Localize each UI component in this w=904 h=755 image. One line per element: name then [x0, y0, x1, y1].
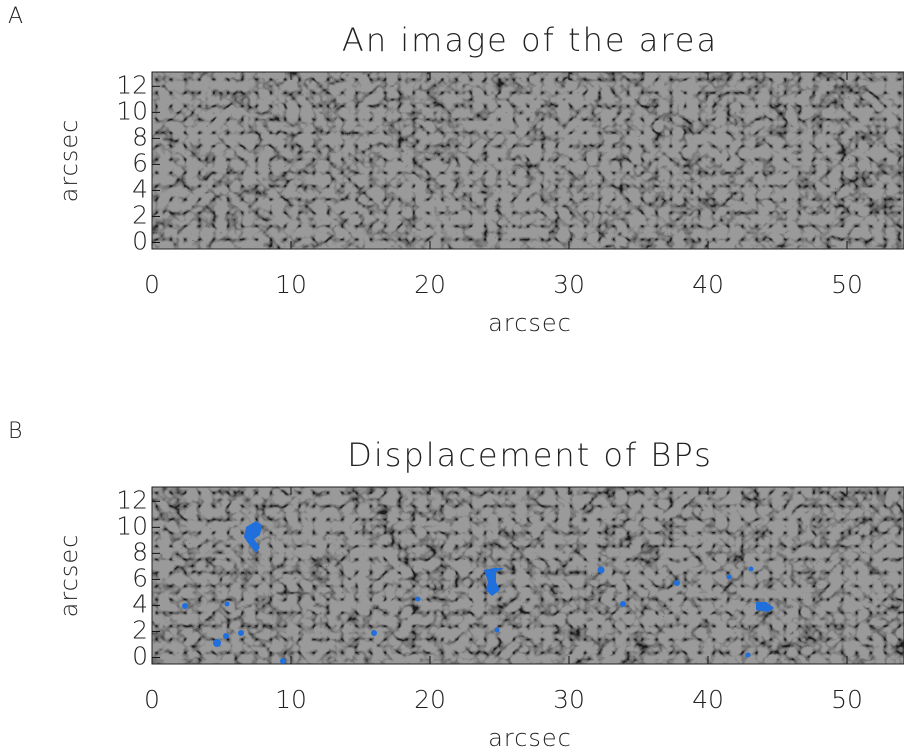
- x-tick-label: 0: [144, 270, 160, 299]
- bp-marker: [280, 658, 286, 664]
- bp-marker: [244, 521, 262, 553]
- granulation-image: [152, 72, 904, 249]
- granulation-image: [152, 487, 904, 664]
- axes-frame: [151, 486, 904, 665]
- x-tick-label: 50: [831, 685, 863, 714]
- y-tick-label: 6: [132, 148, 148, 177]
- y-tick-label: 0: [132, 226, 148, 255]
- y-tick-label: 0: [132, 641, 148, 670]
- bp-marker: [238, 630, 244, 636]
- x-tick-label: 50: [831, 270, 863, 299]
- x-tick-label: 10: [275, 270, 307, 299]
- x-tick-label: 10: [275, 685, 307, 714]
- bp-marker: [213, 639, 221, 647]
- bp-marker: [182, 603, 188, 609]
- y-tick-label: 10: [116, 511, 148, 540]
- bp-marker: [620, 601, 626, 607]
- bp-marker: [674, 580, 680, 586]
- y-tick-label: 2: [132, 615, 148, 644]
- x-axis-label: arcsec: [488, 724, 572, 752]
- bp-marker: [224, 601, 230, 607]
- y-tick-label: 12: [116, 485, 148, 514]
- x-tick-label: 20: [414, 685, 446, 714]
- bp-marker: [748, 566, 754, 572]
- x-tick-label: 20: [414, 270, 446, 299]
- y-tick-label: 10: [116, 96, 148, 125]
- y-axis-label: arcsec: [55, 119, 83, 203]
- axes-frame: [151, 71, 904, 250]
- y-tick-label: 8: [132, 537, 148, 566]
- bp-marker: [756, 602, 774, 612]
- bp-marker: [371, 630, 377, 636]
- x-tick-label: 30: [553, 685, 585, 714]
- y-axis-label: arcsec: [55, 534, 83, 618]
- y-tick-label: 6: [132, 563, 148, 592]
- x-tick-label: 30: [553, 270, 585, 299]
- y-tick-label: 8: [132, 122, 148, 151]
- bp-marker: [223, 633, 229, 639]
- bp-marker: [484, 568, 504, 596]
- panel-label: B: [8, 419, 22, 444]
- y-tick-label: 4: [132, 589, 148, 618]
- bp-marker: [415, 596, 421, 602]
- x-axis-label: arcsec: [488, 309, 572, 337]
- panel-label: A: [8, 4, 23, 29]
- y-tick-label: 12: [116, 70, 148, 99]
- x-tick-label: 40: [692, 685, 724, 714]
- x-tick-label: 40: [692, 270, 724, 299]
- y-tick-label: 4: [132, 174, 148, 203]
- bp-marker: [726, 574, 732, 580]
- bp-marker: [597, 566, 605, 574]
- x-tick-label: 0: [144, 685, 160, 714]
- chart-title: An image of the area: [342, 21, 718, 59]
- y-tick-label: 2: [132, 200, 148, 229]
- bp-marker: [745, 652, 751, 658]
- chart-title: Displacement of BPs: [347, 436, 713, 474]
- bp-marker: [494, 627, 500, 633]
- bright-point-markers: [182, 521, 774, 664]
